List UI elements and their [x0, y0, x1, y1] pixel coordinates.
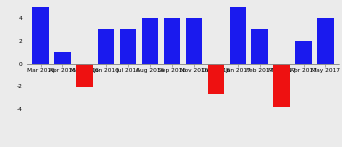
Bar	[295, 41, 312, 64]
Bar	[120, 29, 136, 64]
Bar	[142, 18, 158, 64]
Bar	[229, 7, 246, 64]
Bar	[76, 64, 93, 87]
Bar	[208, 64, 224, 94]
Bar	[32, 7, 49, 64]
Bar	[251, 29, 268, 64]
Bar	[164, 18, 180, 64]
Bar	[273, 64, 290, 107]
Bar	[317, 18, 334, 64]
Bar	[54, 52, 71, 64]
Bar	[98, 29, 115, 64]
Bar	[186, 18, 202, 64]
